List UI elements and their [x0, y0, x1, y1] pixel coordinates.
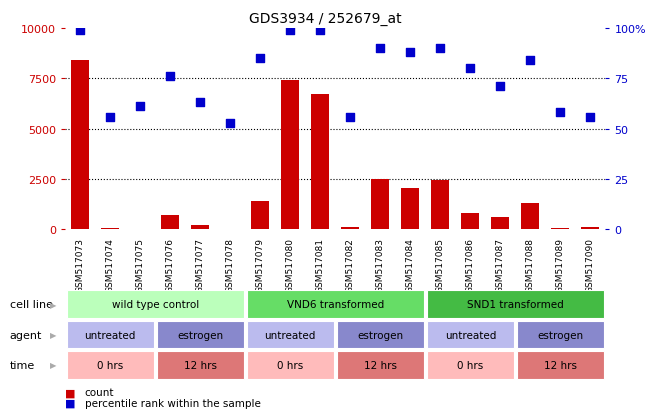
- Point: [555, 110, 566, 116]
- Bar: [427, 321, 514, 349]
- Text: ■: ■: [65, 398, 76, 408]
- Point: [255, 56, 266, 62]
- Text: cell line: cell line: [10, 299, 53, 310]
- Point: [225, 120, 236, 126]
- Bar: [432, 180, 449, 230]
- Text: untreated: untreated: [264, 330, 316, 340]
- Bar: [251, 202, 270, 230]
- Point: [315, 28, 326, 34]
- Text: 12 hrs: 12 hrs: [364, 360, 397, 370]
- Bar: [492, 218, 509, 230]
- Bar: [427, 291, 604, 318]
- Bar: [157, 321, 243, 349]
- Text: estrogen: estrogen: [537, 330, 583, 340]
- Text: time: time: [10, 360, 35, 370]
- Text: 12 hrs: 12 hrs: [184, 360, 217, 370]
- Point: [495, 84, 506, 90]
- Bar: [401, 188, 419, 230]
- Point: [345, 114, 355, 121]
- Text: estrogen: estrogen: [357, 330, 404, 340]
- Bar: [517, 351, 604, 379]
- Bar: [281, 81, 299, 230]
- Text: GDS3934 / 252679_at: GDS3934 / 252679_at: [249, 12, 402, 26]
- Text: VND6 transformed: VND6 transformed: [286, 299, 384, 310]
- Bar: [157, 351, 243, 379]
- Point: [585, 114, 596, 121]
- Point: [405, 50, 415, 56]
- Bar: [341, 228, 359, 230]
- Text: 0 hrs: 0 hrs: [277, 360, 303, 370]
- Text: estrogen: estrogen: [177, 330, 223, 340]
- Bar: [517, 321, 604, 349]
- Text: untreated: untreated: [445, 330, 496, 340]
- Point: [525, 58, 536, 64]
- Bar: [247, 291, 424, 318]
- Bar: [131, 229, 149, 230]
- Bar: [551, 228, 570, 230]
- Bar: [221, 229, 239, 230]
- Bar: [66, 321, 154, 349]
- Text: 0 hrs: 0 hrs: [97, 360, 123, 370]
- Text: wild type control: wild type control: [111, 299, 199, 310]
- Point: [165, 74, 175, 81]
- Text: ▶: ▶: [50, 300, 57, 309]
- Bar: [101, 229, 119, 230]
- Point: [195, 100, 206, 107]
- Point: [105, 114, 115, 121]
- Point: [285, 28, 296, 34]
- Text: 0 hrs: 0 hrs: [457, 360, 484, 370]
- Text: percentile rank within the sample: percentile rank within the sample: [85, 398, 260, 408]
- Point: [75, 28, 85, 34]
- Bar: [337, 351, 424, 379]
- Bar: [247, 351, 334, 379]
- Bar: [66, 291, 243, 318]
- Bar: [521, 204, 540, 230]
- Text: ▶: ▶: [50, 361, 57, 369]
- Text: untreated: untreated: [85, 330, 136, 340]
- Point: [375, 46, 385, 52]
- Bar: [581, 227, 600, 230]
- Point: [135, 104, 145, 111]
- Point: [435, 46, 445, 52]
- Bar: [71, 61, 89, 230]
- Text: SND1 transformed: SND1 transformed: [467, 299, 564, 310]
- Text: count: count: [85, 387, 114, 397]
- Bar: [462, 214, 479, 230]
- Point: [465, 66, 475, 72]
- Bar: [247, 321, 334, 349]
- Bar: [337, 321, 424, 349]
- Bar: [311, 95, 329, 230]
- Bar: [191, 225, 209, 230]
- Text: agent: agent: [10, 330, 42, 340]
- Text: ▶: ▶: [50, 330, 57, 339]
- Bar: [66, 351, 154, 379]
- Text: 12 hrs: 12 hrs: [544, 360, 577, 370]
- Text: ■: ■: [65, 387, 76, 397]
- Bar: [161, 216, 179, 230]
- Bar: [371, 179, 389, 230]
- Bar: [427, 351, 514, 379]
